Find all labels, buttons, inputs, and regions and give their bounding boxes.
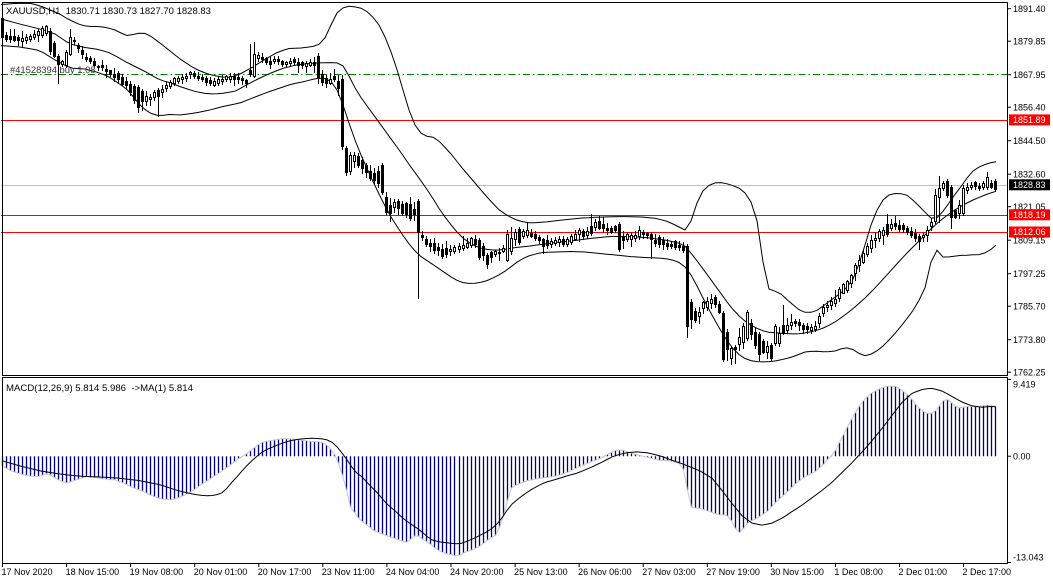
svg-text:1879.85: 1879.85 xyxy=(1013,36,1046,46)
svg-text:2 Dec 01:00: 2 Dec 01:00 xyxy=(899,567,948,577)
svg-text:1856.40: 1856.40 xyxy=(1013,102,1046,112)
svg-text:24 Nov 04:00: 24 Nov 04:00 xyxy=(386,567,440,577)
svg-text:1 Dec 08:00: 1 Dec 08:00 xyxy=(834,567,883,577)
svg-text:9.419: 9.419 xyxy=(1013,379,1036,389)
svg-text:27 Nov 19:00: 27 Nov 19:00 xyxy=(706,567,760,577)
svg-text:1844.50: 1844.50 xyxy=(1013,136,1046,146)
svg-text:1785.70: 1785.70 xyxy=(1013,301,1046,311)
svg-text:27 Nov 03:00: 27 Nov 03:00 xyxy=(642,567,696,577)
svg-text:20 Nov 17:00: 20 Nov 17:00 xyxy=(258,567,312,577)
svg-text:23 Nov 11:00: 23 Nov 11:00 xyxy=(322,567,375,577)
svg-text:1809.15: 1809.15 xyxy=(1013,235,1046,245)
svg-text:2 Dec 17:00: 2 Dec 17:00 xyxy=(963,567,1012,577)
svg-text:1832.60: 1832.60 xyxy=(1013,169,1046,179)
svg-text:1797.25: 1797.25 xyxy=(1013,269,1046,279)
svg-text:MACD(12,26,9) 5.814 5.986 ->M: MACD(12,26,9) 5.814 5.986 ->MA(1) 5.814 xyxy=(6,383,194,394)
svg-text:1828.83: 1828.83 xyxy=(1013,180,1046,190)
svg-text:19 Nov 08:00: 19 Nov 08:00 xyxy=(130,567,184,577)
svg-text:1812.06: 1812.06 xyxy=(1013,227,1046,237)
svg-text:17 Nov 2020: 17 Nov 2020 xyxy=(2,567,53,577)
svg-text:30 Nov 15:00: 30 Nov 15:00 xyxy=(770,567,824,577)
svg-text:1821.05: 1821.05 xyxy=(1013,202,1046,212)
svg-text:25 Nov 13:00: 25 Nov 13:00 xyxy=(514,567,568,577)
svg-text:XAUUSD,H1 1830.71 1830.73 182: XAUUSD,H1 1830.71 1830.73 1827.70 1828.8… xyxy=(6,6,211,17)
svg-text:18 Nov 15:00: 18 Nov 15:00 xyxy=(66,567,120,577)
svg-text:1818.19: 1818.19 xyxy=(1013,210,1046,220)
svg-text:1851.89: 1851.89 xyxy=(1013,115,1046,125)
svg-text:-13.043: -13.043 xyxy=(1013,553,1044,563)
svg-text:26 Nov 06:00: 26 Nov 06:00 xyxy=(578,567,632,577)
svg-text:1762.25: 1762.25 xyxy=(1013,367,1046,377)
svg-text:1773.80: 1773.80 xyxy=(1013,335,1046,345)
svg-text:#41528394 buy 1.08: #41528394 buy 1.08 xyxy=(10,64,96,75)
svg-text:1867.95: 1867.95 xyxy=(1013,70,1046,80)
svg-text:0.00: 0.00 xyxy=(1013,451,1031,461)
svg-text:1891.40: 1891.40 xyxy=(1013,4,1046,14)
svg-text:20 Nov 01:00: 20 Nov 01:00 xyxy=(194,567,248,577)
svg-text:24 Nov 20:00: 24 Nov 20:00 xyxy=(450,567,504,577)
